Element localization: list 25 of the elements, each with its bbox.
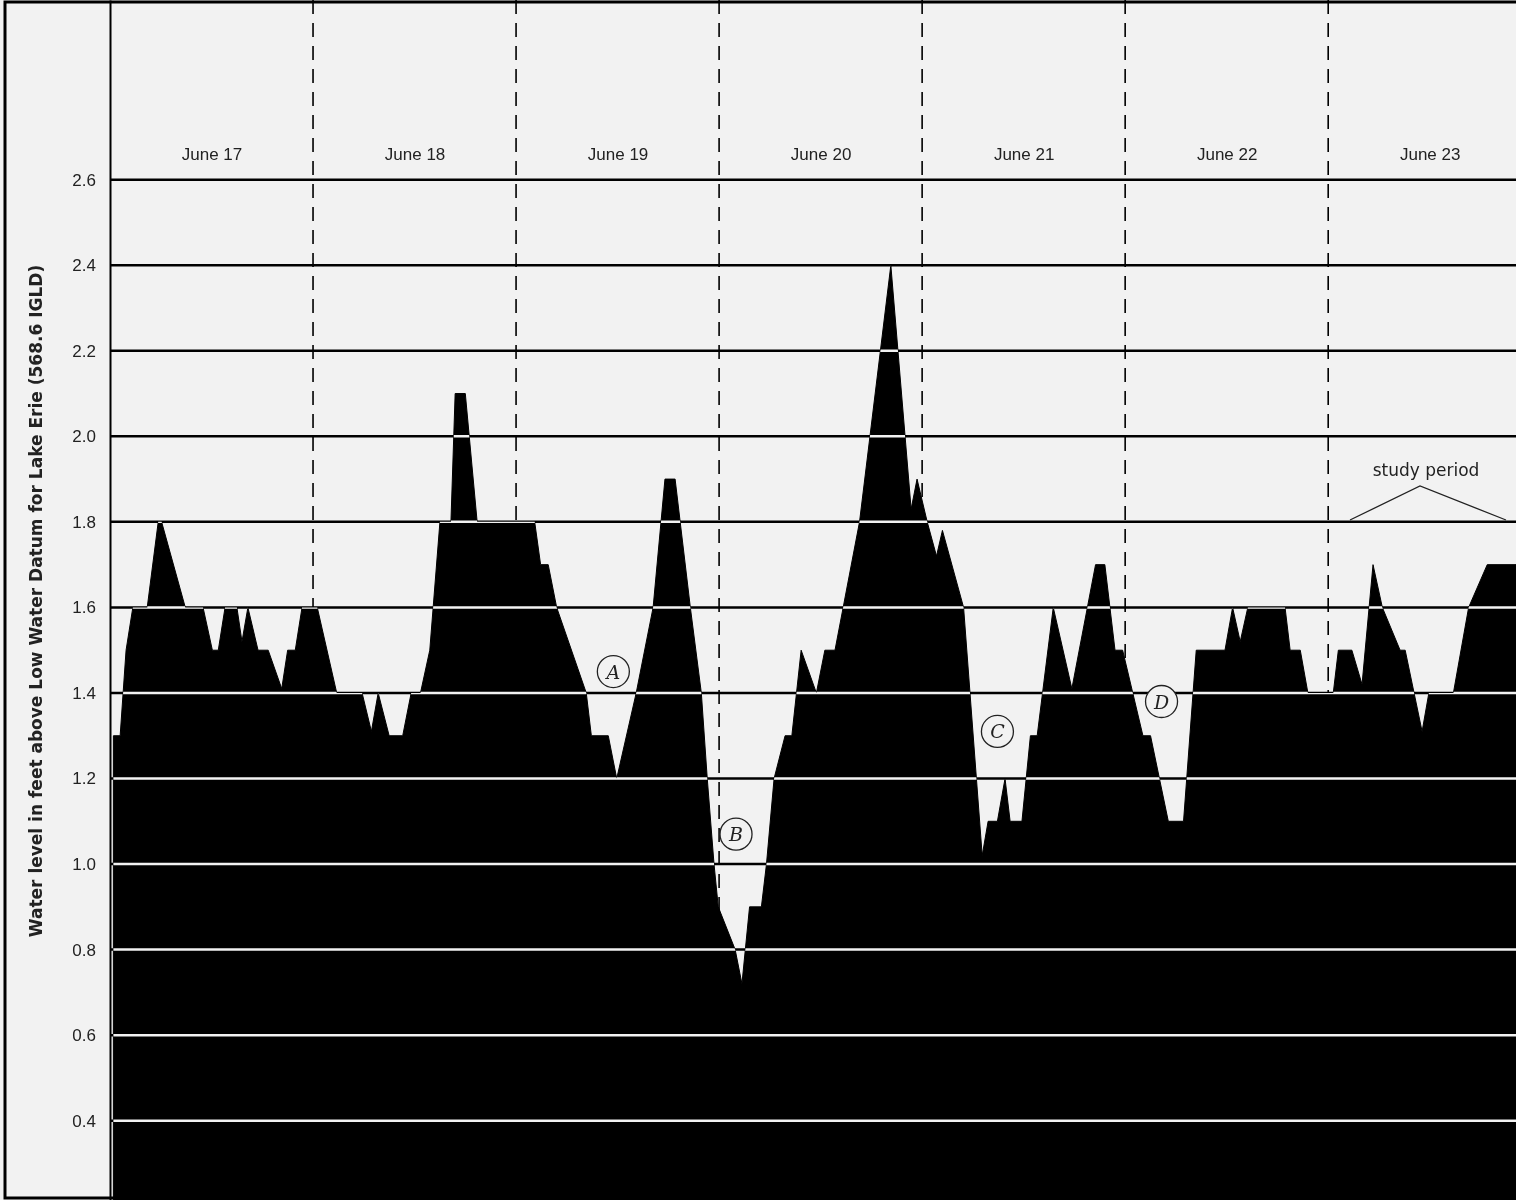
y-tick-label: 0.8 <box>72 940 96 960</box>
annotation: D <box>1152 690 1170 713</box>
y-tick-label: 2.4 <box>72 256 96 276</box>
x-tick-label: June 19 <box>587 145 649 165</box>
y-tick-label: 2.6 <box>72 170 96 190</box>
y-tick-label: 1.0 <box>72 855 96 875</box>
y-tick-label: 1.8 <box>72 512 96 532</box>
y-tick-label: 2.0 <box>72 427 96 447</box>
y-axis-title: Water level in feet above Low Water Datum for Lake Erie (568.6 IGLD) <box>26 264 46 938</box>
annotation: C <box>990 720 1006 743</box>
x-tick-label: June 22 <box>1196 145 1258 165</box>
y-tick-label: 0.4 <box>72 1111 96 1131</box>
y-tick-label: 1.4 <box>72 683 96 703</box>
annotation: B <box>728 823 744 846</box>
x-tick-label: June 18 <box>384 145 446 165</box>
y-tick-label: 1.6 <box>72 598 96 618</box>
annotation: A <box>604 660 621 683</box>
x-tick-label: June 23 <box>1399 145 1461 165</box>
y-tick-label: 0.6 <box>72 1026 96 1046</box>
x-tick-label: June 21 <box>993 145 1055 165</box>
x-tick-label: June 17 <box>181 145 243 165</box>
x-tick-label: June 20 <box>790 145 852 165</box>
y-tick-label: 1.2 <box>72 769 96 789</box>
annotation: study period <box>1372 460 1480 480</box>
y-tick-label: 2.2 <box>72 341 96 361</box>
